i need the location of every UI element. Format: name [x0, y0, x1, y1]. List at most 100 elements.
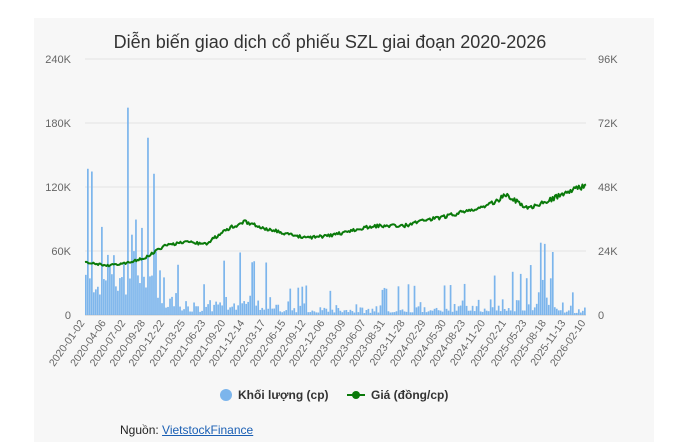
volume-bar	[431, 310, 434, 315]
volume-bar	[407, 284, 410, 315]
volume-bar	[519, 273, 522, 315]
volume-bar	[183, 309, 185, 315]
volume-bar	[391, 312, 394, 315]
volume-bar	[489, 299, 492, 315]
volume-bar	[159, 270, 161, 315]
volume-bar	[537, 292, 540, 315]
volume-bar	[387, 311, 390, 315]
volume-bar	[487, 311, 490, 315]
y-left-tick-label: 60K	[51, 246, 71, 258]
y-axis-right: 0 24K 48K 72K 96K	[598, 54, 618, 322]
volume-bar	[313, 311, 316, 315]
volume-bar	[245, 303, 248, 315]
volume-bar	[343, 310, 346, 315]
chart-title: Diễn biến giao dịch cổ phiếu SZL giai đo…	[114, 31, 547, 52]
volume-bar	[281, 312, 284, 315]
volume-bar	[557, 310, 560, 315]
volume-bar	[355, 304, 358, 315]
volume-bar	[541, 279, 544, 315]
volume-bar	[235, 309, 237, 315]
volume-bar	[233, 303, 235, 315]
volume-bar	[327, 311, 330, 315]
volume-bar	[93, 292, 95, 315]
volume-bar	[207, 304, 209, 315]
volume-bar	[127, 107, 129, 316]
volume-bar	[107, 254, 109, 315]
volume-bar	[167, 306, 169, 315]
volume-bar	[91, 171, 93, 315]
volume-bar	[329, 290, 332, 315]
volume-bar	[573, 313, 576, 315]
volume-bar	[365, 310, 368, 315]
volume-bar	[439, 310, 442, 315]
volume-bar	[193, 302, 195, 315]
volume-bar	[477, 299, 480, 315]
volume-bar	[435, 307, 438, 315]
volume-bar	[301, 286, 304, 315]
volume-bar	[113, 255, 115, 315]
volume-bar	[571, 292, 574, 315]
volume-bar	[505, 310, 508, 315]
volume-bar	[547, 304, 550, 315]
volume-bar	[503, 309, 506, 315]
volume-bar	[197, 306, 199, 315]
volume-bar	[405, 311, 408, 315]
volume-bar	[289, 288, 292, 315]
volume-bar	[437, 310, 440, 315]
y-left-tick-label: 180K	[45, 118, 71, 130]
volume-bar	[493, 275, 496, 315]
volume-bar	[309, 312, 312, 315]
volume-bar	[427, 311, 430, 315]
volume-bar	[135, 219, 137, 315]
volume-bar	[209, 300, 211, 315]
volume-bar	[221, 305, 223, 315]
volume-bar	[131, 234, 133, 315]
volume-bar	[401, 309, 404, 315]
volume-bar	[451, 311, 454, 315]
volume-bar	[277, 304, 280, 315]
volume-bar	[473, 311, 476, 315]
volume-bar	[455, 310, 458, 315]
volume-bar	[399, 310, 402, 315]
volume-bar	[263, 309, 266, 315]
volume-bar	[255, 305, 258, 315]
y-right-tick-label: 72K	[598, 118, 618, 130]
volume-bar	[239, 252, 242, 315]
volume-bar	[411, 312, 414, 315]
volume-bar	[283, 311, 286, 315]
source-link[interactable]: VietstockFinance	[162, 423, 254, 437]
volume-bar	[251, 262, 254, 315]
volume-bar	[497, 305, 500, 315]
volume-bar	[247, 301, 250, 315]
volume-bar	[109, 266, 111, 315]
volume-bar	[479, 311, 482, 315]
y-right-tick-label: 0	[598, 310, 604, 322]
volume-bar	[443, 285, 446, 315]
volume-bar	[425, 312, 428, 315]
volume-bar	[357, 312, 360, 315]
volume-bar	[325, 308, 328, 315]
volume-bar	[181, 310, 183, 315]
volume-bar	[293, 308, 296, 315]
volume-bar	[169, 298, 171, 315]
volume-bar	[561, 302, 564, 315]
volume-bar	[141, 227, 143, 315]
volume-bar	[483, 308, 486, 315]
volume-bar	[417, 306, 420, 315]
legend: Khối lượng (cp) Giá (đồng/cp)	[220, 388, 448, 402]
volume-bar	[215, 301, 217, 315]
volume-bar	[577, 309, 580, 315]
volume-bar	[237, 305, 239, 315]
volume-bar	[305, 285, 308, 315]
volume-bar	[117, 290, 119, 315]
volume-bar	[513, 311, 516, 315]
volume-bar	[241, 303, 244, 315]
volume-bar	[125, 294, 127, 315]
volume-bar	[105, 280, 107, 315]
volume-bar	[177, 264, 179, 315]
volume-bar	[347, 312, 350, 315]
volume-bar	[155, 251, 157, 315]
volume-bar	[219, 302, 221, 315]
volume-bar	[317, 312, 320, 315]
volume-bar	[551, 251, 554, 315]
